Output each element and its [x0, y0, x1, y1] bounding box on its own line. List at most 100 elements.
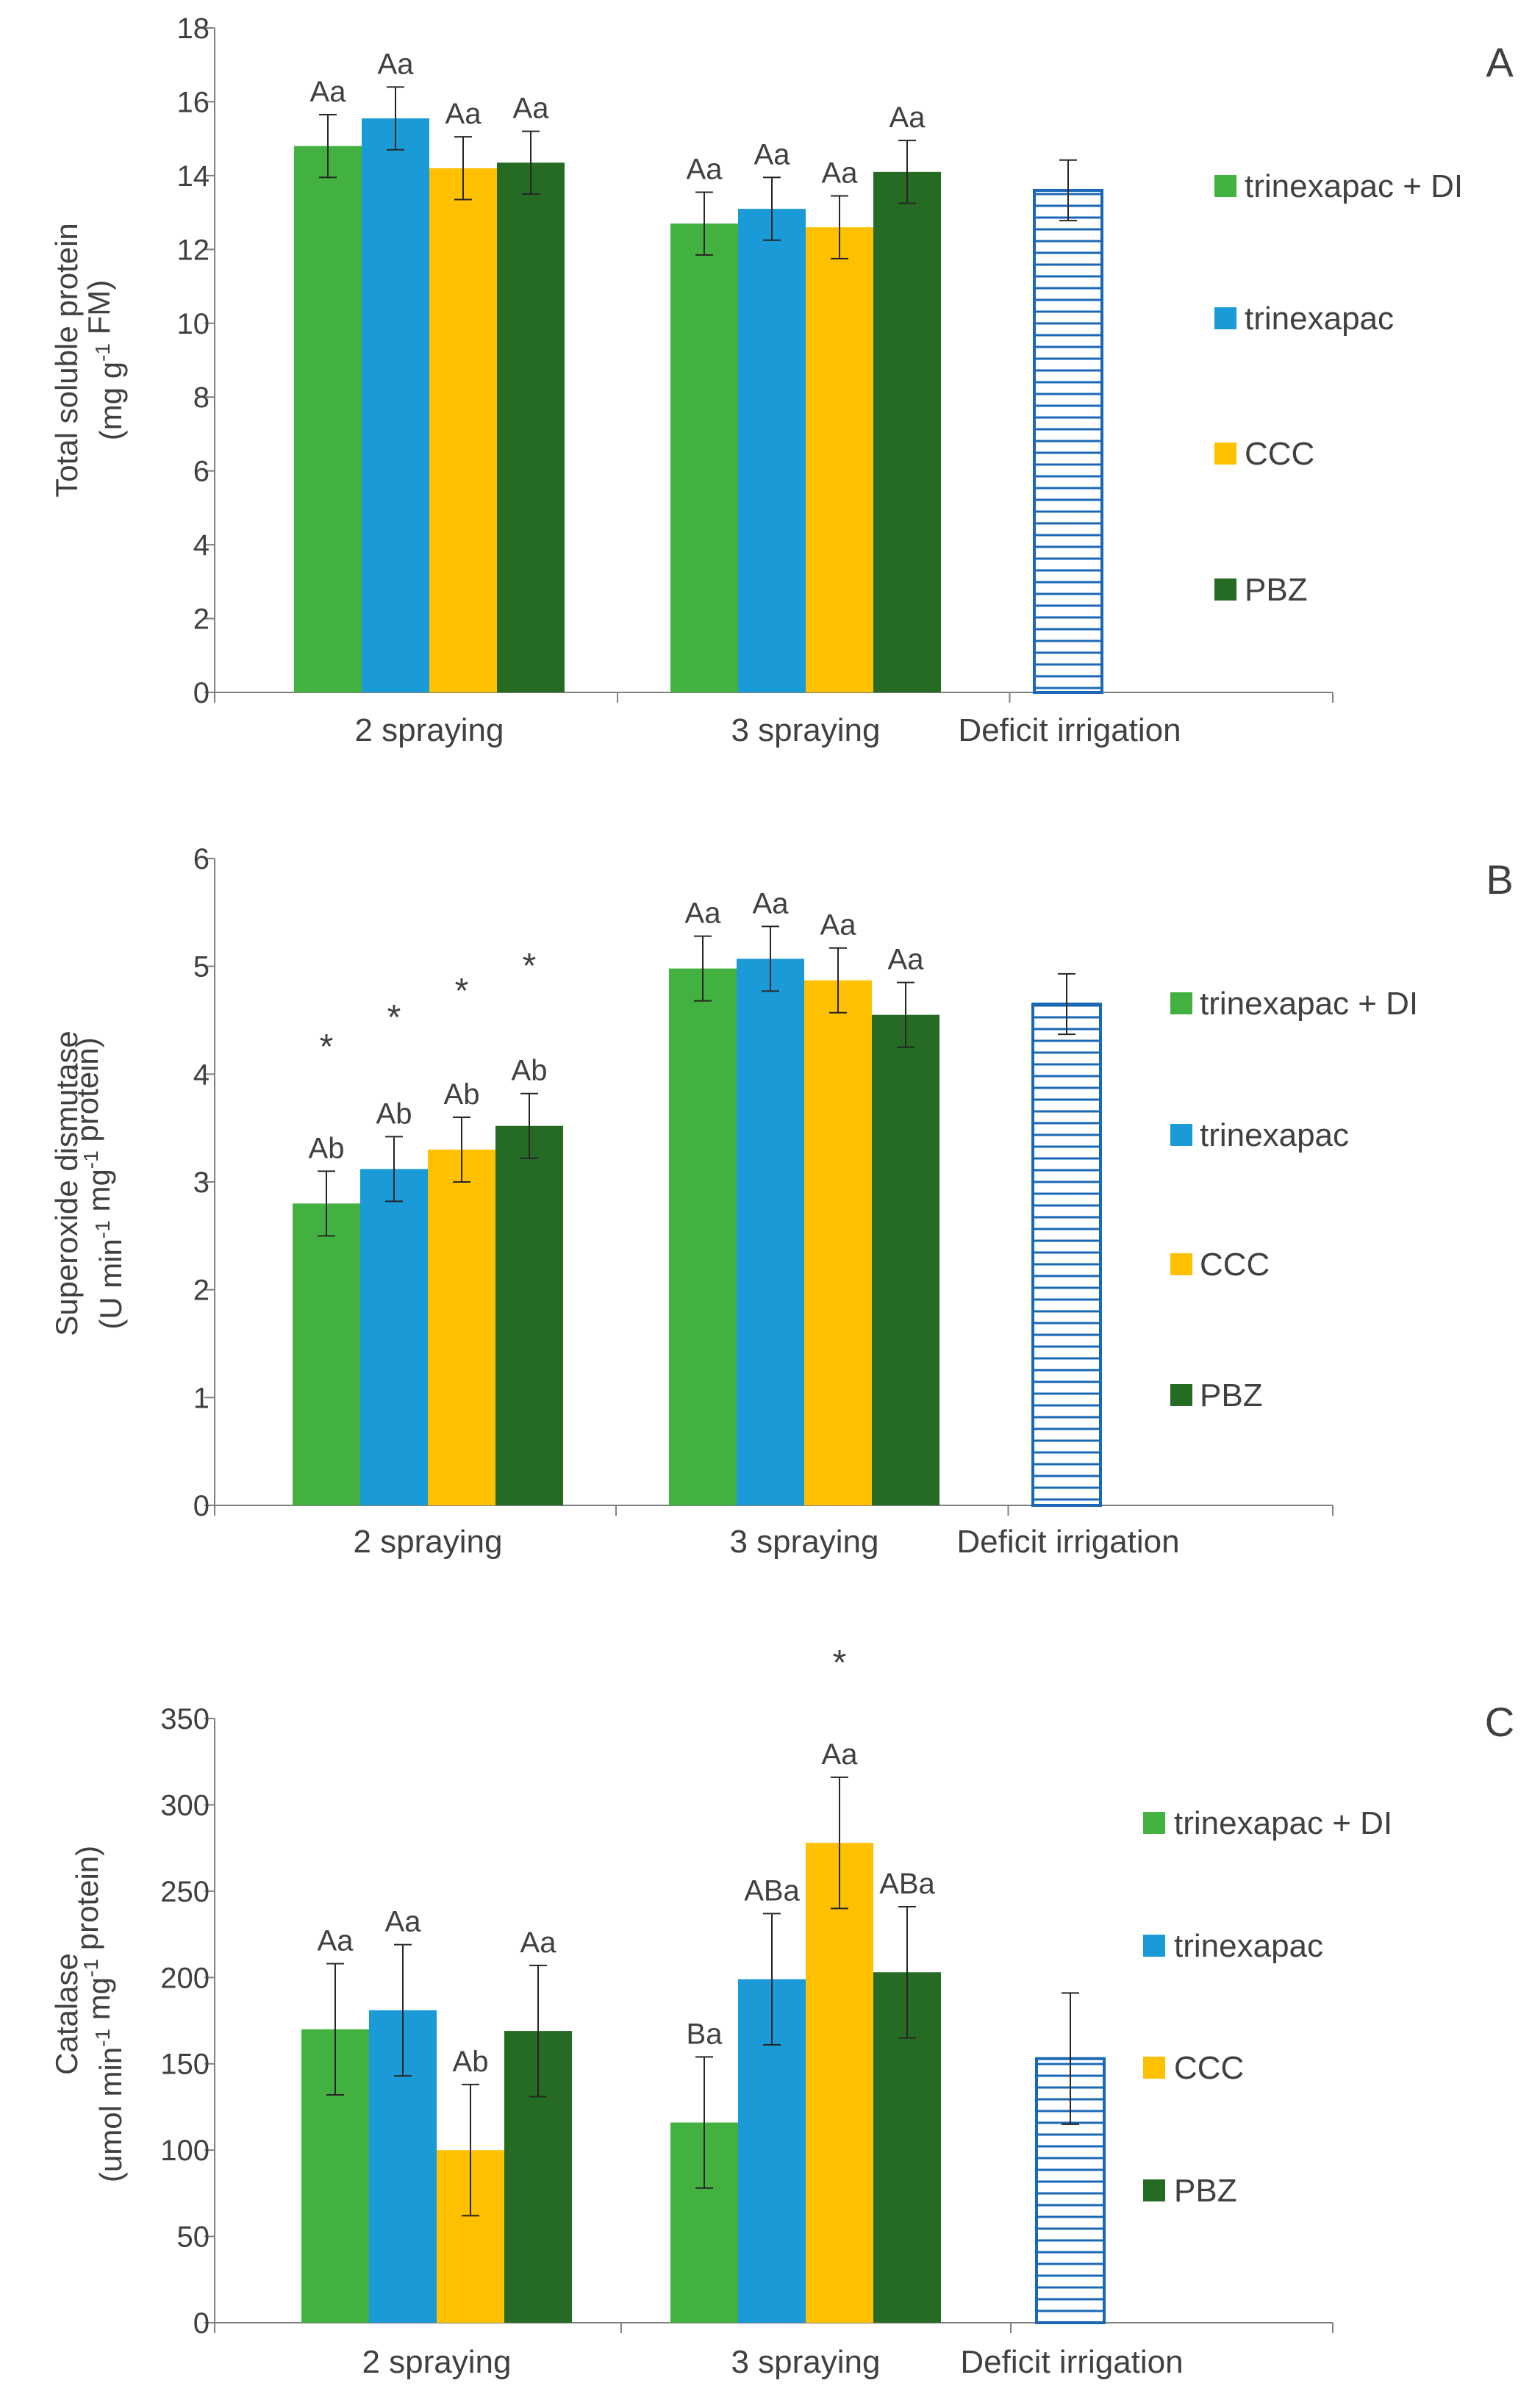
panel-letter: C — [1485, 1699, 1514, 1745]
significance-label: Aa — [685, 897, 722, 930]
legend-swatch — [1170, 1124, 1192, 1146]
legend-label: CCC — [1245, 436, 1314, 472]
y-tick-label: 2 — [193, 603, 210, 636]
significance-label: ABa — [744, 1874, 800, 1907]
bar — [873, 171, 941, 692]
significance-label: ABa — [879, 1868, 935, 1900]
legend-label: trinexapac — [1245, 301, 1394, 337]
significance-label: Aa — [822, 157, 859, 190]
significance-star: * — [387, 998, 401, 1037]
significance-star: * — [523, 947, 537, 986]
y-axis-unit: (mg g-1 FM) — [82, 280, 128, 441]
y-tick-label: 12 — [177, 234, 210, 266]
x-category-label: 2 spraying — [353, 1524, 502, 1560]
legend-swatch — [1170, 1384, 1192, 1406]
significance-label: Ab — [512, 1055, 548, 1087]
panel-letter: B — [1486, 856, 1513, 903]
bar — [428, 1150, 495, 1505]
bar — [293, 1203, 360, 1505]
significance-label: Aa — [513, 93, 550, 125]
y-tick-label: 0 — [193, 1490, 210, 1522]
y-tick-label: 350 — [160, 1703, 210, 1735]
x-category-label: 3 spraying — [731, 712, 880, 748]
y-axis-unit-part: FM) — [82, 280, 116, 343]
y-tick-label: 2 — [193, 1275, 210, 1307]
bar — [360, 1169, 428, 1505]
legend-swatch — [1214, 175, 1236, 197]
legend-label: PBZ — [1245, 572, 1308, 608]
y-axis-unit-part: mg — [82, 1169, 116, 1220]
significance-label: Ba — [687, 2018, 723, 2050]
y-axis-unit-part: protein) — [70, 1846, 104, 1959]
bar — [806, 1843, 873, 2323]
legend-label: trinexapac — [1200, 1117, 1349, 1153]
bar-deficit-irrigation — [1031, 1003, 1102, 1507]
bar — [429, 168, 497, 692]
bar — [737, 958, 804, 1505]
legend-label: PBZ — [1174, 2173, 1237, 2209]
significance-label: Aa — [888, 944, 925, 976]
y-axis-unit-part: (U min — [93, 1239, 128, 1330]
significance-label: Aa — [520, 1927, 557, 1959]
y-tick-label: 100 — [160, 2135, 210, 2167]
y-tick-label: 5 — [193, 951, 210, 983]
y-tick-label: 200 — [160, 1962, 210, 1994]
panel-letter: A — [1486, 39, 1514, 85]
significance-label: Aa — [890, 101, 926, 134]
legend-swatch — [1214, 307, 1236, 329]
significance-label: Aa — [822, 1738, 859, 1771]
y-axis-unit-part: mg — [82, 1977, 116, 2029]
y-axis-unit-superscript: -1 — [91, 343, 114, 362]
legend-swatch — [1143, 1935, 1165, 1957]
y-tick-label: 10 — [177, 308, 210, 340]
legend-swatch — [1214, 578, 1236, 601]
significance-label: Aa — [687, 153, 723, 185]
legend-label: trinexapac + DI — [1200, 986, 1418, 1022]
y-tick-label: 18 — [177, 12, 210, 45]
y-axis-unit: (umol min-1 mg-1 protein) — [70, 1846, 128, 2182]
y-tick-label: 1 — [193, 1382, 210, 1414]
bar — [495, 1125, 563, 1505]
x-category-label: Deficit irrigation — [958, 712, 1181, 748]
y-tick-label: 6 — [193, 456, 210, 488]
legend-label: CCC — [1174, 2050, 1244, 2086]
significance-label: Aa — [753, 887, 790, 920]
bar — [669, 968, 737, 1505]
legend-label: CCC — [1200, 1247, 1270, 1283]
y-axis-title: Superoxide dismutase — [49, 1031, 84, 1336]
legend-swatch — [1170, 992, 1192, 1014]
y-axis-unit-superscript: -1 — [91, 1220, 114, 1239]
bar — [738, 209, 806, 693]
legend-swatch — [1143, 1812, 1165, 1834]
significance-label: Ab — [453, 2046, 489, 2078]
y-axis-unit-superscript: -1 — [91, 2029, 114, 2047]
bar-deficit-irrigation — [1033, 188, 1103, 694]
y-tick-label: 16 — [177, 86, 210, 118]
x-category-label: 3 spraying — [731, 2344, 880, 2380]
y-axis-unit: (U min-1 mg-1 protein) — [70, 1037, 128, 1330]
significance-label: Aa — [310, 76, 347, 108]
y-tick-label: 4 — [193, 1058, 210, 1091]
significance-label: Aa — [318, 1924, 354, 1957]
y-tick-label: 0 — [193, 677, 210, 709]
y-tick-label: 300 — [160, 1789, 210, 1821]
y-axis-title: Total soluble protein — [49, 223, 84, 498]
significance-label: Ab — [376, 1097, 412, 1130]
legend-swatch — [1214, 442, 1236, 465]
significance-star: * — [833, 1644, 847, 1683]
significance-star: * — [455, 972, 469, 1011]
x-category-label: Deficit irrigation — [960, 2344, 1183, 2380]
y-axis-unit-part: protein) — [70, 1037, 104, 1150]
bar — [872, 1014, 939, 1505]
bar — [294, 146, 362, 692]
legend-label: trinexapac + DI — [1245, 168, 1463, 204]
y-tick-label: 50 — [177, 2221, 210, 2254]
bar — [362, 118, 429, 693]
legend-label: trinexapac + DI — [1174, 1805, 1392, 1841]
y-tick-label: 0 — [193, 2307, 210, 2340]
y-tick-label: 250 — [160, 1876, 210, 1908]
